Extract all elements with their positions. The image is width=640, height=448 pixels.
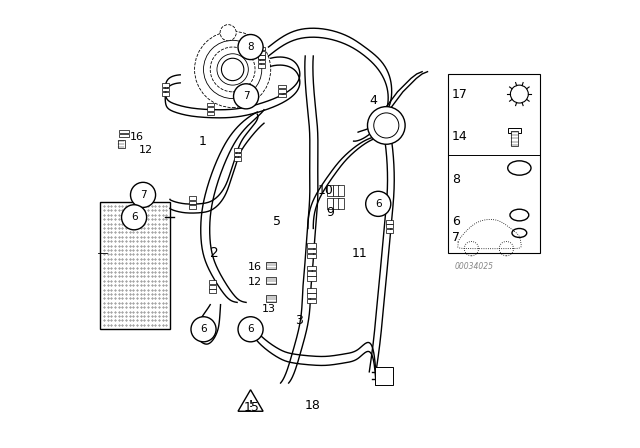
Circle shape bbox=[238, 34, 263, 60]
Bar bbox=[307, 254, 316, 258]
Bar bbox=[307, 288, 316, 293]
Bar bbox=[338, 198, 344, 209]
Bar bbox=[118, 140, 125, 148]
Circle shape bbox=[131, 182, 156, 207]
Bar bbox=[209, 289, 216, 293]
Circle shape bbox=[220, 25, 236, 41]
Text: 6: 6 bbox=[452, 215, 460, 228]
Text: 7: 7 bbox=[243, 91, 250, 101]
Text: 6: 6 bbox=[131, 212, 138, 222]
Bar bbox=[278, 89, 285, 93]
Circle shape bbox=[365, 191, 391, 216]
Bar bbox=[258, 60, 266, 63]
Bar bbox=[386, 229, 393, 233]
Text: !: ! bbox=[248, 400, 253, 409]
Bar bbox=[258, 47, 266, 50]
Bar bbox=[258, 64, 266, 68]
Text: 14: 14 bbox=[452, 130, 468, 143]
Circle shape bbox=[238, 317, 263, 342]
Text: 11: 11 bbox=[351, 246, 367, 260]
Bar bbox=[162, 92, 169, 96]
Text: 9: 9 bbox=[326, 206, 335, 220]
Bar bbox=[448, 74, 540, 253]
Bar bbox=[333, 185, 339, 196]
Circle shape bbox=[122, 205, 147, 230]
Bar bbox=[258, 55, 266, 59]
Bar bbox=[207, 107, 214, 111]
Text: 16: 16 bbox=[248, 262, 262, 271]
Text: 2: 2 bbox=[210, 246, 219, 260]
Polygon shape bbox=[238, 390, 263, 411]
Bar bbox=[307, 299, 316, 303]
Text: 15: 15 bbox=[244, 401, 260, 414]
Text: 4: 4 bbox=[369, 94, 377, 108]
Bar bbox=[374, 367, 392, 385]
Text: 8: 8 bbox=[247, 42, 254, 52]
Text: 6: 6 bbox=[375, 199, 381, 209]
Bar bbox=[307, 271, 316, 276]
Bar bbox=[189, 201, 196, 204]
Bar bbox=[307, 276, 316, 281]
Bar bbox=[162, 83, 169, 87]
Text: 13: 13 bbox=[262, 304, 276, 314]
Text: 00034025: 00034025 bbox=[454, 262, 493, 271]
Text: 6: 6 bbox=[200, 324, 207, 334]
Text: 12: 12 bbox=[138, 145, 153, 155]
Bar bbox=[207, 103, 214, 106]
Bar bbox=[258, 51, 266, 55]
Text: 7: 7 bbox=[452, 231, 460, 244]
Text: 5: 5 bbox=[273, 215, 281, 228]
Bar bbox=[258, 56, 266, 59]
Bar bbox=[333, 198, 339, 209]
Circle shape bbox=[374, 113, 399, 138]
Bar bbox=[307, 243, 316, 248]
Text: 17: 17 bbox=[452, 87, 468, 101]
Bar bbox=[189, 196, 196, 200]
Bar bbox=[189, 205, 196, 209]
Bar bbox=[234, 148, 241, 152]
Circle shape bbox=[221, 58, 244, 81]
Text: 8: 8 bbox=[452, 172, 460, 186]
Bar bbox=[278, 94, 285, 97]
Bar bbox=[327, 185, 333, 196]
Bar bbox=[234, 153, 241, 156]
Bar bbox=[307, 266, 316, 270]
Bar bbox=[234, 157, 241, 161]
Text: 18: 18 bbox=[305, 399, 320, 412]
Circle shape bbox=[367, 107, 405, 144]
Bar bbox=[278, 85, 285, 88]
Text: 10: 10 bbox=[317, 184, 333, 197]
Bar bbox=[209, 280, 216, 284]
Bar bbox=[307, 293, 316, 298]
Bar bbox=[327, 198, 333, 209]
Text: 6: 6 bbox=[247, 324, 254, 334]
Bar bbox=[119, 130, 129, 133]
Bar bbox=[338, 185, 344, 196]
Bar bbox=[100, 202, 170, 329]
Text: 12: 12 bbox=[248, 277, 262, 287]
Bar bbox=[386, 220, 393, 224]
Bar bbox=[386, 224, 393, 228]
Text: 16: 16 bbox=[129, 132, 143, 142]
Bar bbox=[209, 285, 216, 289]
Bar bbox=[307, 249, 316, 253]
Text: 7: 7 bbox=[140, 190, 147, 200]
Circle shape bbox=[234, 84, 259, 109]
Text: 1: 1 bbox=[199, 134, 207, 148]
Bar bbox=[266, 262, 276, 269]
Bar bbox=[266, 277, 276, 284]
Bar bbox=[266, 295, 276, 302]
Bar bbox=[207, 112, 214, 115]
Bar bbox=[508, 128, 521, 133]
Bar bbox=[119, 134, 129, 137]
Bar bbox=[162, 88, 169, 91]
Circle shape bbox=[191, 317, 216, 342]
Circle shape bbox=[510, 85, 528, 103]
Bar bbox=[511, 131, 518, 146]
Text: 3: 3 bbox=[296, 314, 303, 327]
